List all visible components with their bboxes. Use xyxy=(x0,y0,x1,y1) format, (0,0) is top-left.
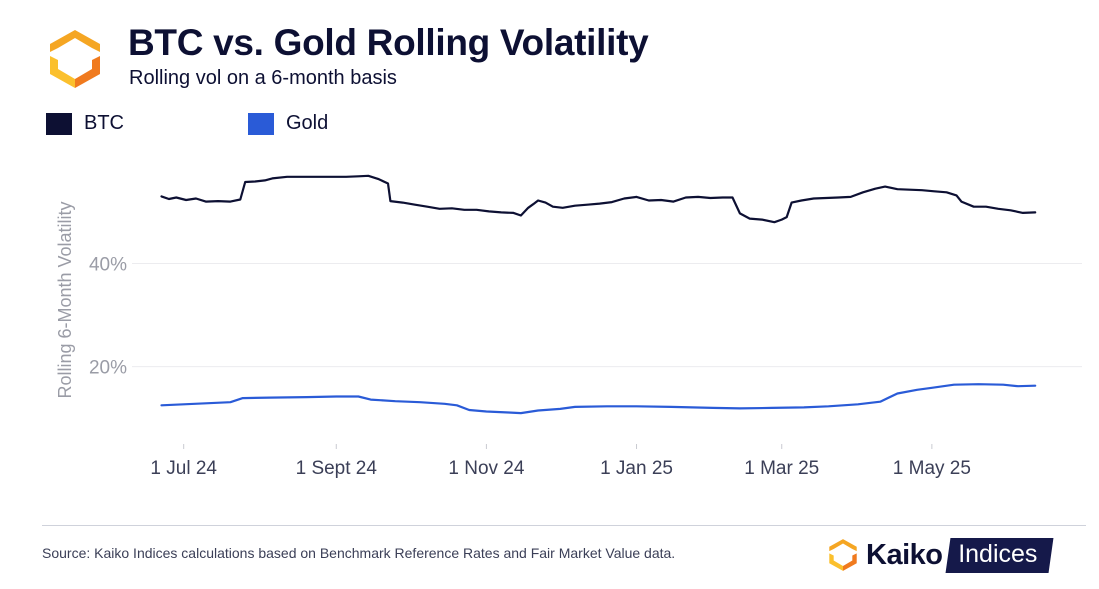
footer-divider xyxy=(42,525,1086,526)
kaiko-hexagon-logo-icon xyxy=(50,30,100,88)
x-tick-label: 1 Jul 24 xyxy=(150,458,217,479)
kaiko-hexagon-logo-icon xyxy=(829,539,857,571)
brand-name: Kaiko xyxy=(866,538,943,571)
legend-swatch-gold xyxy=(248,112,274,135)
series-line-btc xyxy=(160,174,1037,224)
legend-swatch-btc xyxy=(46,112,72,135)
series-line-gold xyxy=(160,383,1037,415)
y-tick-label: 20% xyxy=(89,358,127,379)
x-tick-label: 1 Jan 25 xyxy=(600,458,673,479)
y-axis-label: Rolling 6-Month Volatility xyxy=(55,201,75,398)
y-tick-label: 40% xyxy=(89,254,127,275)
chart-subtitle: Rolling vol on a 6-month basis xyxy=(129,67,397,89)
x-tick-label: 1 May 25 xyxy=(893,458,971,479)
x-tick-label: 1 Sept 24 xyxy=(296,458,378,479)
legend-label-btc: BTC xyxy=(84,112,124,134)
chart-title: BTC vs. Gold Rolling Volatility xyxy=(128,22,649,63)
x-tick-label: 1 Nov 24 xyxy=(448,458,524,479)
legend-item-btc: BTC xyxy=(46,112,124,135)
brand-tag: Indices xyxy=(946,537,1055,573)
x-tick-label: 1 Mar 25 xyxy=(744,458,819,479)
legend-item-gold: Gold xyxy=(248,112,328,135)
kaiko-indices-brand: Kaiko Indices xyxy=(826,535,1055,575)
source-note: Source: Kaiko Indices calculations based… xyxy=(42,545,676,561)
brand-tag-label: Indices xyxy=(958,539,1038,568)
legend-label-gold: Gold xyxy=(286,112,329,134)
